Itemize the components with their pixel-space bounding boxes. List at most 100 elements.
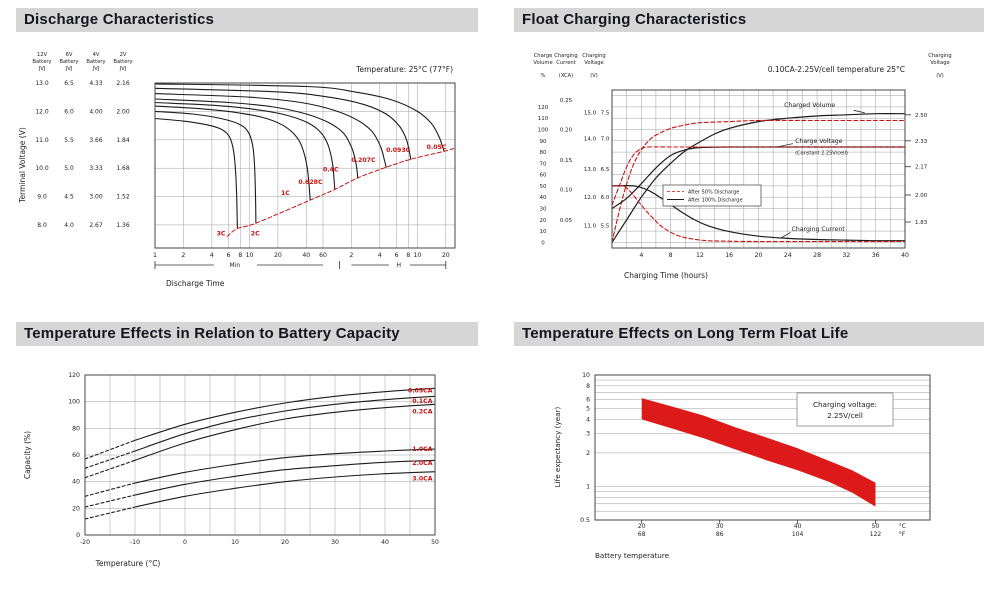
float-charging-chart: 4 8 12 16 20 24 28 32 36 401201101009080706050403… [533, 53, 951, 280]
svg-text:2: 2 [586, 450, 590, 457]
svg-text:13.0: 13.0 [35, 80, 49, 87]
svg-text:120: 120 [68, 372, 80, 379]
svg-text:8: 8 [669, 252, 673, 259]
svg-text:40: 40 [794, 523, 802, 530]
svg-text:Charging: Charging [582, 53, 605, 59]
svg-text:100: 100 [68, 399, 80, 406]
svg-text:50: 50 [540, 184, 547, 190]
svg-text:20: 20 [281, 539, 289, 546]
svg-text:20: 20 [442, 252, 450, 259]
svg-text:6.5: 6.5 [64, 80, 74, 87]
svg-text:0.15: 0.15 [560, 158, 573, 164]
svg-text:60: 60 [319, 252, 327, 259]
svg-text:9.0: 9.0 [37, 194, 47, 201]
svg-text:5.5: 5.5 [601, 223, 610, 229]
svg-text:(V): (V) [590, 73, 598, 79]
svg-text:(Constant 2.25V/cell): (Constant 2.25V/cell) [795, 150, 848, 156]
svg-text:12.0: 12.0 [584, 195, 597, 201]
svg-text:110: 110 [538, 116, 549, 122]
svg-text:10: 10 [540, 229, 547, 235]
svg-text:2.67: 2.67 [89, 222, 103, 229]
svg-text:40: 40 [72, 479, 80, 486]
svg-text:40: 40 [540, 195, 547, 201]
svg-text:40: 40 [901, 252, 909, 259]
svg-text:2.00: 2.00 [116, 108, 130, 115]
svg-text:Voltage: Voltage [930, 60, 949, 66]
svg-text:10.0: 10.0 [35, 165, 49, 172]
svg-text:10: 10 [413, 252, 421, 259]
svg-text:0.5: 0.5 [580, 517, 590, 524]
svg-text:0.10: 0.10 [560, 187, 573, 193]
svg-text:6.0: 6.0 [601, 195, 610, 201]
svg-text:Life expectancy (year): Life expectancy (year) [553, 406, 562, 487]
svg-text:6: 6 [586, 397, 590, 404]
svg-text:(XCA): (XCA) [559, 73, 573, 79]
svg-text:0.20: 0.20 [560, 128, 573, 134]
svg-text:3C: 3C [217, 231, 226, 238]
svg-text:3.33: 3.33 [89, 165, 103, 172]
float-life-chart: 1086543210.5206830864010450122°C°FChargi… [553, 372, 931, 560]
svg-text:Battery temperature: Battery temperature [595, 551, 670, 560]
float-life-panel-title: Temperature Effects on Long Term Float L… [514, 322, 984, 346]
svg-text:6: 6 [395, 252, 399, 259]
svg-text:8.0: 8.0 [37, 222, 47, 229]
svg-text:12V: 12V [37, 52, 48, 58]
svg-text:13.0: 13.0 [584, 167, 597, 173]
svg-text:JVJ: JVJ [38, 66, 46, 72]
svg-text:0.05: 0.05 [560, 218, 573, 224]
svg-text:4.00: 4.00 [89, 108, 103, 115]
svg-text:0.2CA: 0.2CA [412, 409, 433, 416]
svg-text:30: 30 [716, 523, 724, 530]
svg-text:Charged Volume: Charged Volume [784, 102, 835, 109]
svg-text:7.5: 7.5 [601, 111, 610, 117]
panel-float-charging: Float Charging Characteristics 4 8 12 16 20 2… [514, 8, 984, 304]
svg-text:20: 20 [755, 252, 763, 259]
temperature-capacity-chart: -20 -10 0 10 20 30 40 50 0 20 40 60 80 100 120 0.05CA 0.… [23, 372, 439, 568]
svg-text:15.0: 15.0 [584, 111, 597, 117]
svg-text:4: 4 [639, 252, 643, 259]
svg-text:1.0CA: 1.0CA [412, 446, 433, 453]
svg-text:1.36: 1.36 [116, 222, 130, 229]
svg-text:Temperature: 25°C (77°F): Temperature: 25°C (77°F) [355, 65, 453, 74]
svg-text:0.10CA-2.25V/cell temperature: 0.10CA-2.25V/cell temperature 25°C [768, 65, 905, 74]
svg-text:Charging: Charging [554, 53, 577, 59]
svg-text:6V: 6V [66, 52, 73, 58]
svg-text:2.00: 2.00 [915, 193, 928, 199]
svg-text:40: 40 [302, 252, 310, 259]
svg-text:80: 80 [72, 425, 80, 432]
svg-text:JVJ: JVJ [119, 66, 127, 72]
svg-text:6: 6 [227, 252, 231, 259]
svg-text:16: 16 [725, 252, 733, 259]
svg-text:11.0: 11.0 [35, 137, 49, 144]
svg-text:1.83: 1.83 [915, 220, 928, 226]
svg-text:2: 2 [349, 252, 353, 259]
svg-text:(V): (V) [936, 73, 944, 79]
svg-text:2.16: 2.16 [116, 80, 130, 87]
svg-text:3: 3 [586, 430, 590, 437]
svg-text:3.00: 3.00 [89, 194, 103, 201]
svg-text:Voltage: Voltage [584, 60, 603, 66]
svg-text:0: 0 [541, 240, 545, 246]
svg-text:90: 90 [540, 139, 547, 145]
svg-text:12.0: 12.0 [35, 108, 49, 115]
svg-text:100: 100 [538, 128, 549, 134]
svg-text:JVJ: JVJ [65, 66, 73, 72]
svg-text:14.0: 14.0 [584, 137, 597, 143]
svg-text:3.66: 3.66 [89, 137, 103, 144]
svg-text:20: 20 [274, 252, 282, 259]
svg-text:Temperature (°C): Temperature (°C) [95, 559, 161, 568]
svg-text:%: % [541, 73, 546, 79]
svg-text:0.093C: 0.093C [386, 147, 411, 154]
svg-text:0.05C: 0.05C [427, 144, 447, 151]
svg-text:0.207C: 0.207C [351, 157, 376, 164]
svg-text:2.0CA: 2.0CA [412, 460, 433, 467]
svg-text:30: 30 [540, 207, 547, 213]
svg-text:50: 50 [872, 523, 880, 530]
svg-text:4.0: 4.0 [64, 222, 74, 229]
svg-text:Battery: Battery [32, 59, 51, 65]
svg-text:5.5: 5.5 [64, 137, 74, 144]
svg-text:32: 32 [842, 252, 850, 259]
svg-text:2.50: 2.50 [915, 113, 928, 119]
svg-text:2.25V/cell: 2.25V/cell [827, 411, 863, 420]
svg-text:36: 36 [872, 252, 880, 259]
